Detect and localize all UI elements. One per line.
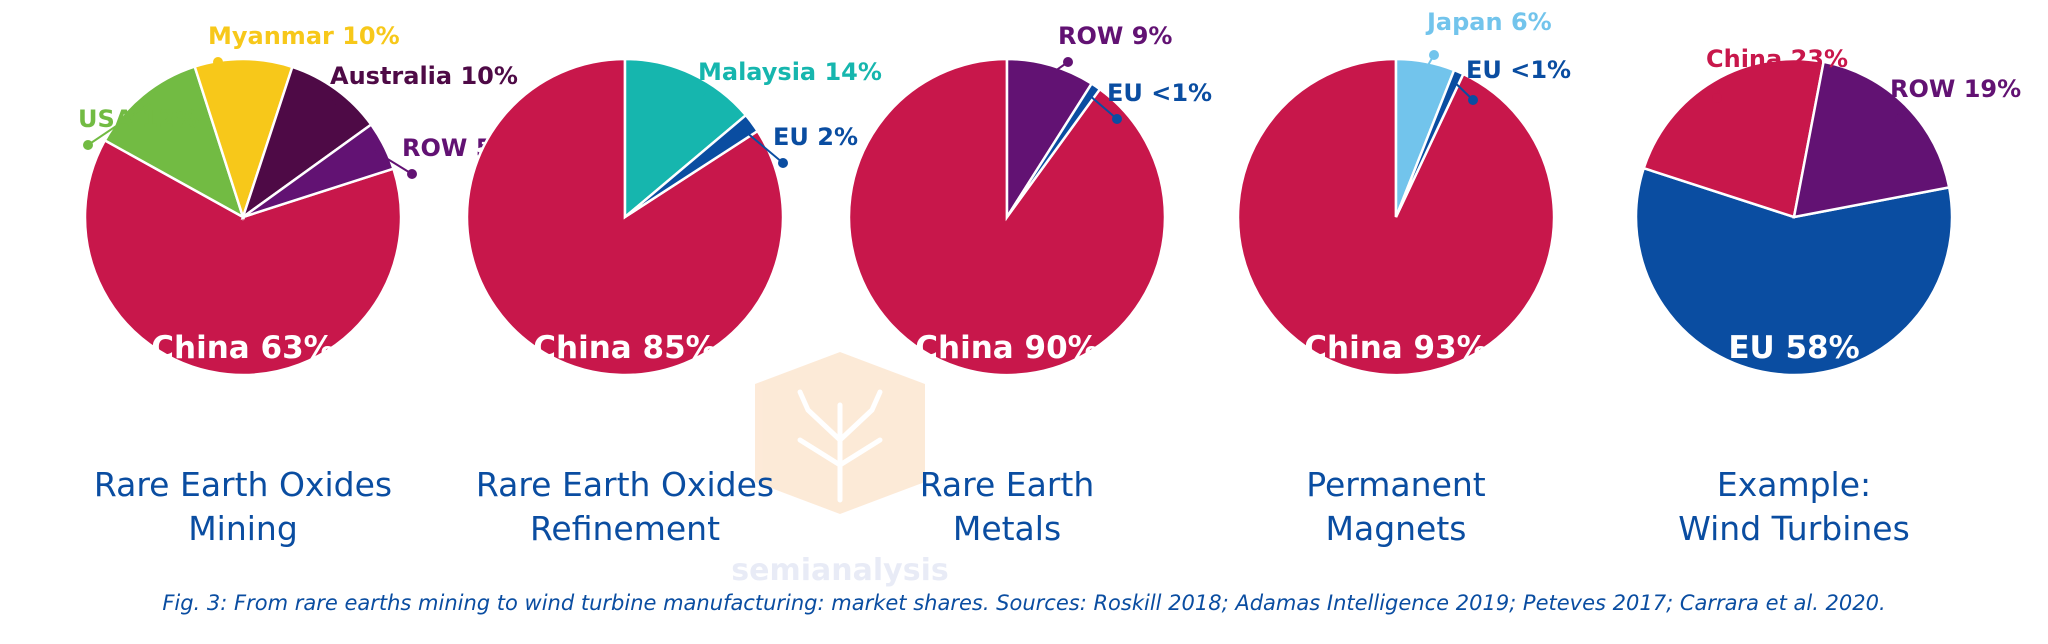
slice-eu (1394, 68, 1465, 218)
leader-line-usa (87, 102, 151, 146)
leader-dot-china (1712, 93, 1722, 103)
pie-chart-2: China 85% Malaysia 14% EU 2% Rare Earth Oxi… (465, 57, 882, 548)
slice-eu (1005, 81, 1102, 218)
chart-title-line-2: Refinement (530, 509, 720, 548)
slice-row (242, 122, 396, 219)
slice-label-china: China 85% (533, 330, 716, 366)
slice-label-china: China 93% (1304, 330, 1487, 366)
leader-dot-row (1895, 114, 1905, 124)
slice-label-china: China 63% (151, 330, 334, 366)
chart-title-line-2: Wind Turbines (1678, 509, 1910, 548)
leader-dot-row (407, 169, 417, 179)
slice-label-eu: EU <1% (1466, 56, 1571, 84)
slice-label-malaysia: Malaysia 14% (698, 58, 882, 86)
pie-chart-5: EU 58% China 23% ROW 19% Example: Wind Turbi… (1634, 45, 2021, 548)
slice-label-eu: EU 2% (773, 123, 858, 151)
leader-dot-myanmar (213, 57, 223, 67)
slice-china (83, 138, 403, 377)
figure-caption: Fig. 3: From rare earths mining to wind … (162, 591, 1885, 615)
leader-dot-japan (1429, 50, 1439, 60)
pie-chart-1: China 63% USA 12% Myanmar 10% Australia 10%… (78, 22, 518, 548)
pie-chart-4: China 93% Japan 6% EU <1% Permanent Magnets (1236, 8, 1571, 548)
slice-label-myanmar: Myanmar 10% (208, 22, 400, 50)
slice-eu (624, 113, 760, 219)
slice-label-australia: Australia 10% (330, 62, 518, 90)
slice-row (1005, 57, 1094, 222)
slice-label-row: ROW 9% (1058, 22, 1172, 50)
slice-usa (103, 64, 246, 220)
slice-label-china: China 90% (915, 330, 1098, 366)
leader-dot-malaysia (703, 93, 713, 103)
chart-title-line-1: Rare Earth Oxides (476, 465, 774, 504)
watermark-tree-icon (797, 389, 883, 503)
chart-title-line-1: Permanent (1306, 465, 1486, 504)
chart-title-line-2: Mining (188, 509, 298, 548)
slice-myanmar (193, 57, 294, 222)
leader-dot-australia (335, 97, 345, 107)
slice-label-china: China 23% (1706, 45, 1848, 73)
leader-line-eu (742, 128, 784, 164)
watermark-text: semianalysis (731, 553, 948, 588)
leader-line-eu (1088, 94, 1118, 120)
slice-label-row: ROW 19% (1890, 75, 2021, 103)
watermark-hexagon (755, 352, 925, 514)
slice-eu (1634, 166, 1954, 377)
chart-title-line-1: Rare Earth (920, 465, 1095, 504)
slice-row (1792, 60, 1951, 219)
slice-label-japan: Japan 6% (1425, 8, 1552, 36)
leader-dot-eu (1468, 95, 1478, 105)
leader-dot-usa (83, 140, 93, 150)
chart-title-line-1: Example: (1717, 465, 1871, 504)
leader-dot-eu (1112, 114, 1122, 124)
leader-dot-row (1063, 57, 1073, 67)
chart-title-line-1: Rare Earth Oxides (94, 465, 392, 504)
leader-dot-eu (778, 158, 788, 168)
leader-line-row (373, 149, 413, 175)
slice-label-eu: EU <1% (1107, 79, 1212, 107)
slice-label-eu: EU 58% (1728, 330, 1859, 366)
chart-title-line-2: Magnets (1326, 509, 1467, 548)
slice-china (1642, 57, 1826, 219)
slice-malaysia (623, 57, 748, 220)
watermark: semianalysis (731, 352, 949, 588)
chart-title-line-2: Metals (953, 509, 1061, 548)
slice-label-usa: USA 12% (78, 105, 199, 133)
pie-chart-3: China 90% ROW 9% EU <1% Rare Earth Metals (847, 22, 1212, 548)
